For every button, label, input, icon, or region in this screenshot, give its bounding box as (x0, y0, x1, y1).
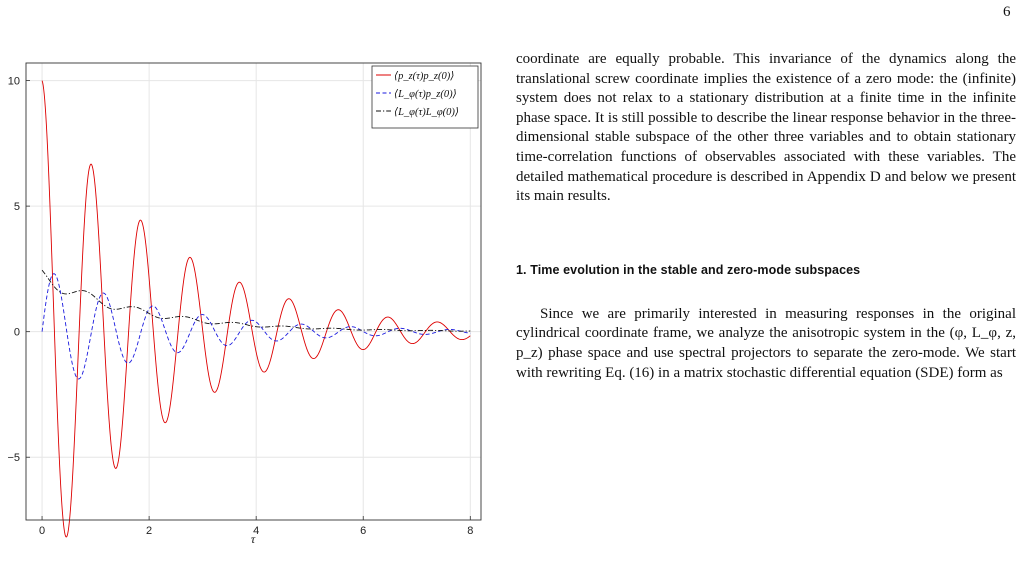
section-heading: 1. Time evolution in the stable and zero… (516, 262, 861, 277)
plot-frame (25, 62, 482, 521)
x-axis-ticks: 0 2 4 6 8 (39, 516, 473, 537)
body-paragraph-2: Since we are primarily interested in mea… (516, 305, 1016, 381)
correlation-function-plot: 0 2 4 6 8 10 5 0 −5 τ ⟨p_z(τ)p_z(0)⟩ ⟨L_φ(τ)p_z(… (7, 62, 482, 546)
series-line-2 (41, 273, 471, 380)
legend-box (371, 65, 479, 129)
legend: ⟨p_z(τ)p_z(0)⟩ ⟨L_φ(τ)p_z(0)⟩ ⟨L_φ(τ)L_φ(0… (371, 65, 479, 129)
series-line-1 (41, 80, 471, 538)
y-tick-label: 10 (8, 76, 20, 88)
y-axis-ticks: 10 5 0 −5 (7, 76, 30, 464)
legend-label-3: ⟨L_φ(τ)L_φ(0)⟩ (394, 107, 459, 118)
legend-label-2: ⟨L_φ(τ)p_z(0)⟩ (394, 89, 457, 100)
body-paragraph-1: coordinate are equally probable. This in… (516, 51, 1016, 205)
y-tick-label: 5 (14, 201, 20, 213)
x-axis-label: τ (251, 532, 256, 546)
plot-series (41, 80, 471, 538)
x-tick-label: 6 (360, 525, 366, 537)
x-tick-label: 8 (467, 525, 473, 537)
y-tick-label: 0 (14, 327, 20, 339)
text-column: coordinate are equally probable. This in… (516, 50, 1016, 383)
x-tick-label: 2 (146, 525, 152, 537)
plot-grid (26, 63, 481, 520)
page-number: 6 (1003, 4, 1011, 20)
y-tick-label: −5 (7, 452, 20, 464)
legend-label-1: ⟨p_z(τ)p_z(0)⟩ (394, 71, 454, 82)
series-line-3 (41, 269, 471, 332)
x-tick-label: 0 (39, 525, 45, 537)
x-tick-label: 4 (253, 525, 259, 537)
